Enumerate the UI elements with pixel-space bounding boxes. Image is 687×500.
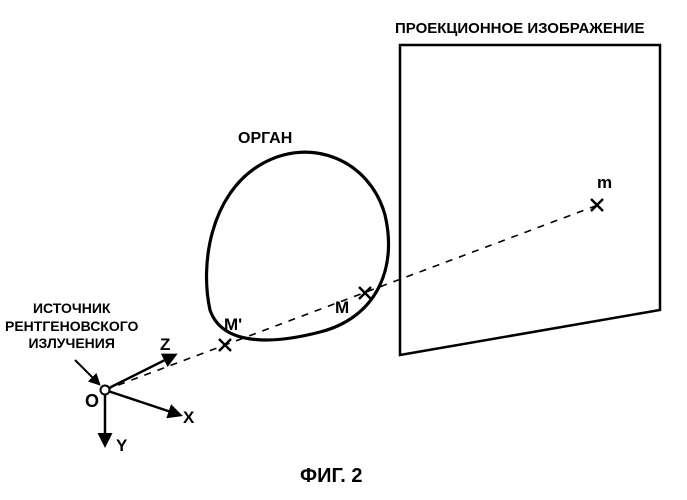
projection-title: ПРОЕКЦИОННОЕ ИЗОБРАЖЕНИЕ bbox=[395, 20, 644, 37]
xray-source-line3: ИЗЛУЧЕНИЯ bbox=[28, 335, 114, 351]
axis-z bbox=[105, 355, 175, 390]
axis-x bbox=[105, 390, 180, 415]
xray-source-line2: РЕНТГЕНОВСКОГО bbox=[5, 318, 138, 334]
point-m-mark bbox=[359, 287, 371, 299]
xray-source-label: ИСТОЧНИК РЕНТГЕНОВСКОГО ИЗЛУЧЕНИЯ bbox=[5, 300, 138, 353]
point-m-prime-label: M' bbox=[224, 315, 242, 335]
projection-ray bbox=[105, 205, 598, 390]
figure-caption: ФИГ. 2 bbox=[300, 465, 363, 488]
point-m-lower-label: m bbox=[597, 173, 612, 193]
diagram-container: ПРОЕКЦИОННОЕ ИЗОБРАЖЕНИЕ ОРГАН ИСТОЧНИК … bbox=[0, 0, 687, 500]
xray-source-pointer bbox=[75, 360, 99, 384]
origin-label: O bbox=[85, 391, 99, 412]
organ-shape bbox=[207, 152, 389, 340]
origin-point bbox=[101, 386, 110, 395]
axis-z-label: Z bbox=[160, 335, 170, 355]
point-m-prime-mark bbox=[219, 339, 231, 351]
organ-label: ОРГАН bbox=[238, 130, 292, 148]
axis-x-label: X bbox=[183, 408, 194, 428]
xray-source-line1: ИСТОЧНИК bbox=[33, 300, 110, 316]
point-m-label: M bbox=[335, 298, 349, 318]
point-m-lower-mark bbox=[591, 199, 603, 211]
axis-y-label: Y bbox=[116, 436, 127, 456]
diagram-svg bbox=[0, 0, 687, 500]
projection-screen bbox=[400, 45, 660, 355]
